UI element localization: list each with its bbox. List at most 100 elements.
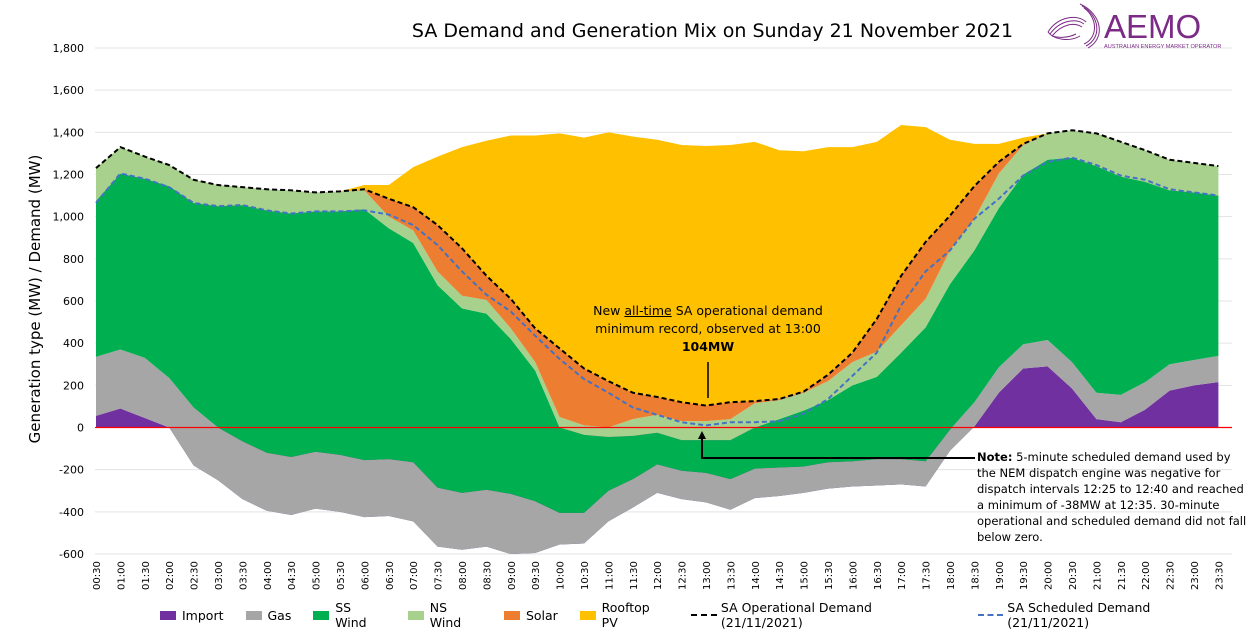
x-tick-label: 11:30 (629, 561, 640, 590)
chart-title: SA Demand and Generation Mix on Sunday 2… (411, 20, 1014, 42)
area-rooftop-pv (96, 124, 1219, 406)
logo-text: AEMO (1104, 8, 1201, 45)
x-tick-label: 21:00 (1092, 561, 1103, 590)
x-tick-label: 07:30 (434, 561, 445, 590)
record-text-underlined: all-time (624, 303, 672, 318)
note-annotation: Note: 5-minute scheduled demand used by … (977, 449, 1247, 545)
legend-swatch (503, 610, 520, 620)
y-tick-label: 200 (63, 379, 84, 392)
x-tick-label: 05:30 (336, 561, 347, 590)
x-tick-label: 10:30 (580, 561, 591, 590)
y-tick-label: 0 (77, 422, 84, 435)
legend-label: Gas (267, 607, 292, 623)
x-tick-label: 04:30 (287, 561, 298, 590)
y-tick-label: 800 (63, 253, 84, 266)
y-tick-label: -600 (59, 548, 84, 561)
legend-label: Solar (525, 607, 558, 623)
legend-item-gas: Gas (245, 607, 292, 623)
x-tick-label: 00:30 (92, 561, 103, 590)
x-tick-label: 13:30 (726, 561, 737, 590)
x-tick-label: 03:30 (238, 561, 249, 590)
logo-subtitle: AUSTRALIAN ENERGY MARKET OPERATOR (1104, 44, 1221, 50)
x-tick-label: 06:30 (385, 561, 396, 590)
x-tick-label: 09:30 (531, 561, 542, 590)
operational-demand-line (95, 129, 1219, 407)
aemo-logo-mark: AEMO AUSTRALIAN ENERGY MARKET OPERATOR (1047, 3, 1221, 50)
y-tick-label: 1,400 (53, 126, 85, 139)
legend-item-ss-wind: SS Wind (313, 600, 386, 630)
y-tick-label: 1,600 (53, 84, 85, 97)
x-tick-label: 19:00 (995, 561, 1006, 590)
y-tick-label: 1,200 (53, 169, 85, 182)
x-tick-label: 09:00 (507, 561, 518, 590)
x-tick-label: 11:00 (604, 561, 615, 590)
x-tick-label: 22:30 (1166, 561, 1177, 590)
x-tick-label: 20:30 (1068, 561, 1079, 590)
x-tick-label: 21:30 (1117, 561, 1128, 590)
legend: Import Gas SS Wind NS Wind Solar Rooftop… (160, 600, 1256, 630)
note-bold: Note: (977, 450, 1013, 464)
y-tick-label: 400 (63, 337, 84, 350)
legend-item-rooftop-pv: Rooftop PV (579, 600, 669, 630)
legend-item-scheduled-demand: SA Scheduled Demand (21/11/2021) (977, 600, 1234, 630)
legend-item-operational-demand: SA Operational Demand (21/11/2021) (691, 600, 955, 630)
y-axis-label: Generation type (MW) / Demand (MW) (26, 154, 44, 444)
aemo-logo: AEMO AUSTRALIAN ENERGY MARKET OPERATOR (1040, 2, 1250, 57)
x-tick-label: 12:00 (653, 561, 664, 590)
x-tick-label: 19:30 (1019, 561, 1030, 590)
x-tick-label: 20:00 (1044, 561, 1055, 590)
x-tick-label: 15:30 (824, 561, 835, 590)
legend-item-import: Import (160, 608, 224, 623)
record-annotation: New all-time SA operational demand minim… (560, 302, 856, 356)
x-tick-label: 14:00 (751, 561, 762, 590)
y-tick-label: -400 (59, 506, 84, 519)
y-tick-label: 1,000 (53, 211, 85, 224)
record-text-line2: minimum record, observed at 13:00 (595, 321, 821, 336)
x-tick-label: 23:30 (1214, 561, 1225, 590)
x-tick-label: 13:00 (702, 561, 713, 590)
x-tick-label: 17:30 (922, 561, 933, 590)
x-tick-label: 14:30 (775, 561, 786, 590)
area-gas (96, 340, 1219, 554)
x-tick-label: 05:00 (312, 561, 323, 590)
x-tick-label: 08:00 (458, 561, 469, 590)
legend-label: NS Wind (429, 600, 462, 630)
x-tick-label: 15:00 (800, 561, 811, 590)
legend-swatch (407, 610, 424, 620)
y-tick-label: 600 (63, 295, 84, 308)
legend-swatch (245, 610, 262, 620)
x-tick-label: 08:30 (482, 561, 493, 590)
area-ss-wind (96, 157, 1219, 513)
legend-line (977, 614, 1004, 616)
record-text-pre: New (593, 303, 625, 318)
legend-swatch (160, 610, 176, 620)
x-tick-label: 16:00 (848, 561, 859, 590)
x-tick-label: 23:00 (1190, 561, 1201, 590)
x-tick-label: 18:00 (946, 561, 957, 590)
x-tick-label: 10:00 (556, 561, 567, 590)
x-tick-label: 03:00 (214, 561, 225, 590)
x-tick-label: 16:30 (873, 561, 884, 590)
x-tick-label: 04:00 (263, 561, 274, 590)
x-tick-label: 07:00 (409, 561, 420, 590)
legend-item-solar: Solar (503, 607, 558, 623)
legend-swatch (579, 610, 596, 620)
legend-line (691, 614, 717, 616)
x-tick-label: 01:30 (141, 561, 152, 590)
record-text-post: SA operational demand (671, 303, 823, 318)
note-text: 5-minute scheduled demand used by the NE… (977, 450, 1247, 544)
note-pointer-line (701, 438, 975, 459)
legend-label: SA Scheduled Demand (21/11/2021) (1007, 600, 1151, 630)
x-tick-label: 02:00 (165, 561, 176, 590)
area-ns-wind (96, 130, 1219, 441)
x-tick-label: 12:30 (678, 561, 689, 590)
scheduled-demand-line (95, 156, 1219, 427)
legend-label: Rooftop PV (601, 600, 650, 630)
legend-label: SS Wind (335, 600, 367, 630)
record-value: 104MW (681, 339, 735, 354)
note-arrowhead-icon (698, 431, 706, 439)
x-tick-label: 01:00 (116, 561, 127, 590)
legend-label: Import (182, 607, 224, 623)
x-tick-label: 02:30 (190, 561, 201, 590)
legend-item-ns-wind: NS Wind (407, 600, 482, 630)
